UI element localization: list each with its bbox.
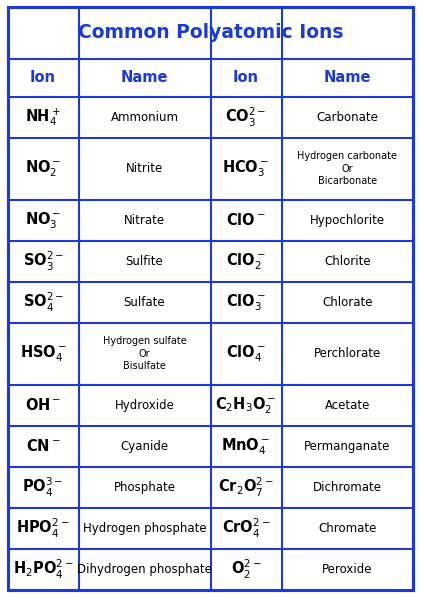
Text: ClO$_4^-$: ClO$_4^-$ <box>226 344 266 364</box>
Text: Name: Name <box>121 70 168 85</box>
Text: Hydrogen carbonate
Or
Bicarbonate: Hydrogen carbonate Or Bicarbonate <box>298 152 397 186</box>
Text: Chlorate: Chlorate <box>322 296 373 309</box>
Text: HSO$_4^-$: HSO$_4^-$ <box>20 344 67 364</box>
Text: Dihydrogen phosphate: Dihydrogen phosphate <box>77 563 212 576</box>
Text: Hypochlorite: Hypochlorite <box>310 214 385 227</box>
Text: Common Polyatomic Ions: Common Polyatomic Ions <box>78 23 343 42</box>
Text: Ammonium: Ammonium <box>111 110 179 124</box>
Text: NO$_2^-$: NO$_2^-$ <box>25 159 61 179</box>
Text: SO$_4^{2-}$: SO$_4^{2-}$ <box>23 291 64 314</box>
Text: PO$_4^{3-}$: PO$_4^{3-}$ <box>22 476 64 499</box>
Text: MnO$_4^-$: MnO$_4^-$ <box>221 436 271 457</box>
Text: Carbonate: Carbonate <box>317 110 378 124</box>
Text: Permanganate: Permanganate <box>304 440 391 453</box>
Text: NO$_3^-$: NO$_3^-$ <box>25 210 61 230</box>
Text: Hydroxide: Hydroxide <box>115 399 174 412</box>
Text: Hydrogen phosphate: Hydrogen phosphate <box>83 522 206 535</box>
Text: OH$^-$: OH$^-$ <box>25 398 61 414</box>
Text: CrO$_4^{2-}$: CrO$_4^{2-}$ <box>222 517 270 540</box>
Text: Chlorite: Chlorite <box>324 255 371 268</box>
Text: C$_2$H$_3$O$_2^-$: C$_2$H$_3$O$_2^-$ <box>216 395 277 416</box>
Text: Chromate: Chromate <box>318 522 377 535</box>
Text: Nitrate: Nitrate <box>124 214 165 227</box>
Text: Cr$_2$O$_7^{2-}$: Cr$_2$O$_7^{2-}$ <box>218 476 274 499</box>
Text: Ion: Ion <box>233 70 259 85</box>
Text: H$_2$PO$_4^{2-}$: H$_2$PO$_4^{2-}$ <box>13 558 73 581</box>
Text: Dichromate: Dichromate <box>313 481 382 494</box>
Text: NH$_4^+$: NH$_4^+$ <box>25 106 61 128</box>
Text: Name: Name <box>324 70 371 85</box>
Text: HCO$_3^-$: HCO$_3^-$ <box>222 159 269 179</box>
Text: CN$^-$: CN$^-$ <box>26 438 60 454</box>
Text: ClO$^-$: ClO$^-$ <box>226 213 266 229</box>
Text: ClO$_2^-$: ClO$_2^-$ <box>226 251 266 272</box>
Text: Sulfate: Sulfate <box>124 296 165 309</box>
Text: Perchlorate: Perchlorate <box>314 347 381 361</box>
Text: Hydrogen sulfate
Or
Bisulfate: Hydrogen sulfate Or Bisulfate <box>103 337 187 371</box>
Text: O$_2^{2-}$: O$_2^{2-}$ <box>231 558 261 581</box>
Text: ClO$_3^-$: ClO$_3^-$ <box>226 292 266 313</box>
Text: CO$_3^{2-}$: CO$_3^{2-}$ <box>225 106 266 129</box>
Text: Phosphate: Phosphate <box>114 481 176 494</box>
Text: HPO$_4^{2-}$: HPO$_4^{2-}$ <box>16 517 70 540</box>
Text: Sulfite: Sulfite <box>126 255 163 268</box>
Text: Nitrite: Nitrite <box>126 162 163 176</box>
Text: Cyanide: Cyanide <box>120 440 169 453</box>
Text: Peroxide: Peroxide <box>322 563 373 576</box>
Text: Acetate: Acetate <box>325 399 370 412</box>
Text: SO$_3^{2-}$: SO$_3^{2-}$ <box>23 250 64 273</box>
Text: Ion: Ion <box>30 70 56 85</box>
